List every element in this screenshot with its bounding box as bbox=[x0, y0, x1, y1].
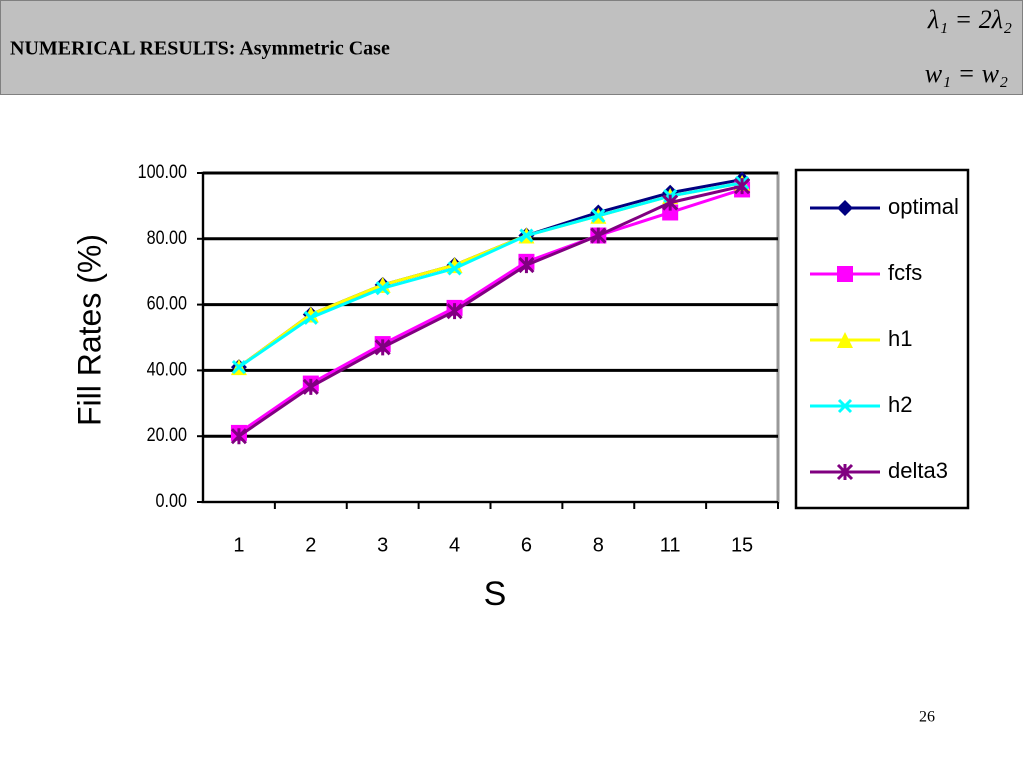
formula: λ₁ = 2λ₂ bbox=[927, 5, 1012, 34]
x-tick-label: 4 bbox=[449, 534, 460, 556]
y-tick-label: 20.00 bbox=[147, 424, 188, 446]
y-tick-label: 100.00 bbox=[138, 161, 188, 183]
y-axis-title: Fill Rates (%) bbox=[71, 234, 107, 426]
series-line bbox=[238, 188, 743, 435]
data-point bbox=[231, 360, 246, 375]
y-tick-label: 80.00 bbox=[147, 227, 188, 249]
x-tick-label: 6 bbox=[521, 534, 532, 556]
series-line bbox=[238, 181, 743, 369]
data-point bbox=[734, 178, 751, 195]
x-tick-label: 8 bbox=[593, 534, 604, 556]
legend-label: delta3 bbox=[888, 458, 948, 483]
legend-marker bbox=[837, 398, 853, 414]
page-number: 26 bbox=[919, 709, 935, 726]
data-point bbox=[519, 228, 534, 243]
x-tick-label: 3 bbox=[377, 534, 388, 556]
x-tick-label: 1 bbox=[233, 534, 244, 556]
legend-marker bbox=[836, 463, 854, 481]
data-point bbox=[374, 339, 391, 356]
legend-marker bbox=[837, 200, 853, 216]
legend-label: h2 bbox=[888, 392, 912, 417]
x-tick-label: 11 bbox=[660, 534, 681, 556]
data-point bbox=[518, 257, 535, 274]
x-tick-label: 15 bbox=[731, 534, 753, 556]
data-point bbox=[375, 281, 390, 296]
data-point bbox=[446, 303, 463, 320]
legend-label: optimal bbox=[888, 194, 959, 219]
x-axis-title: S bbox=[484, 575, 507, 613]
plot-border bbox=[201, 171, 780, 504]
y-tick-label: 0.00 bbox=[156, 490, 188, 512]
data-point bbox=[302, 306, 319, 323]
data-point bbox=[303, 310, 318, 325]
x-tick-label: 2 bbox=[305, 534, 316, 556]
data-point bbox=[447, 261, 462, 276]
data-point bbox=[591, 208, 606, 223]
header-bar bbox=[0, 0, 1023, 95]
y-tick-label: 60.00 bbox=[147, 292, 188, 314]
legend-marker bbox=[837, 266, 853, 282]
formula: w₁ = w₂ bbox=[925, 59, 1008, 88]
slide-title: NUMERICAL RESULTS: Asymmetric Case bbox=[10, 38, 390, 60]
data-point bbox=[590, 227, 607, 244]
series-line bbox=[238, 184, 743, 438]
y-tick-label: 40.00 bbox=[147, 358, 188, 380]
data-point bbox=[302, 378, 319, 395]
data-point bbox=[662, 194, 679, 211]
legend-label: h1 bbox=[888, 326, 912, 351]
data-point bbox=[230, 428, 247, 445]
legend-marker bbox=[837, 332, 853, 348]
legend-label: fcfs bbox=[888, 260, 922, 285]
